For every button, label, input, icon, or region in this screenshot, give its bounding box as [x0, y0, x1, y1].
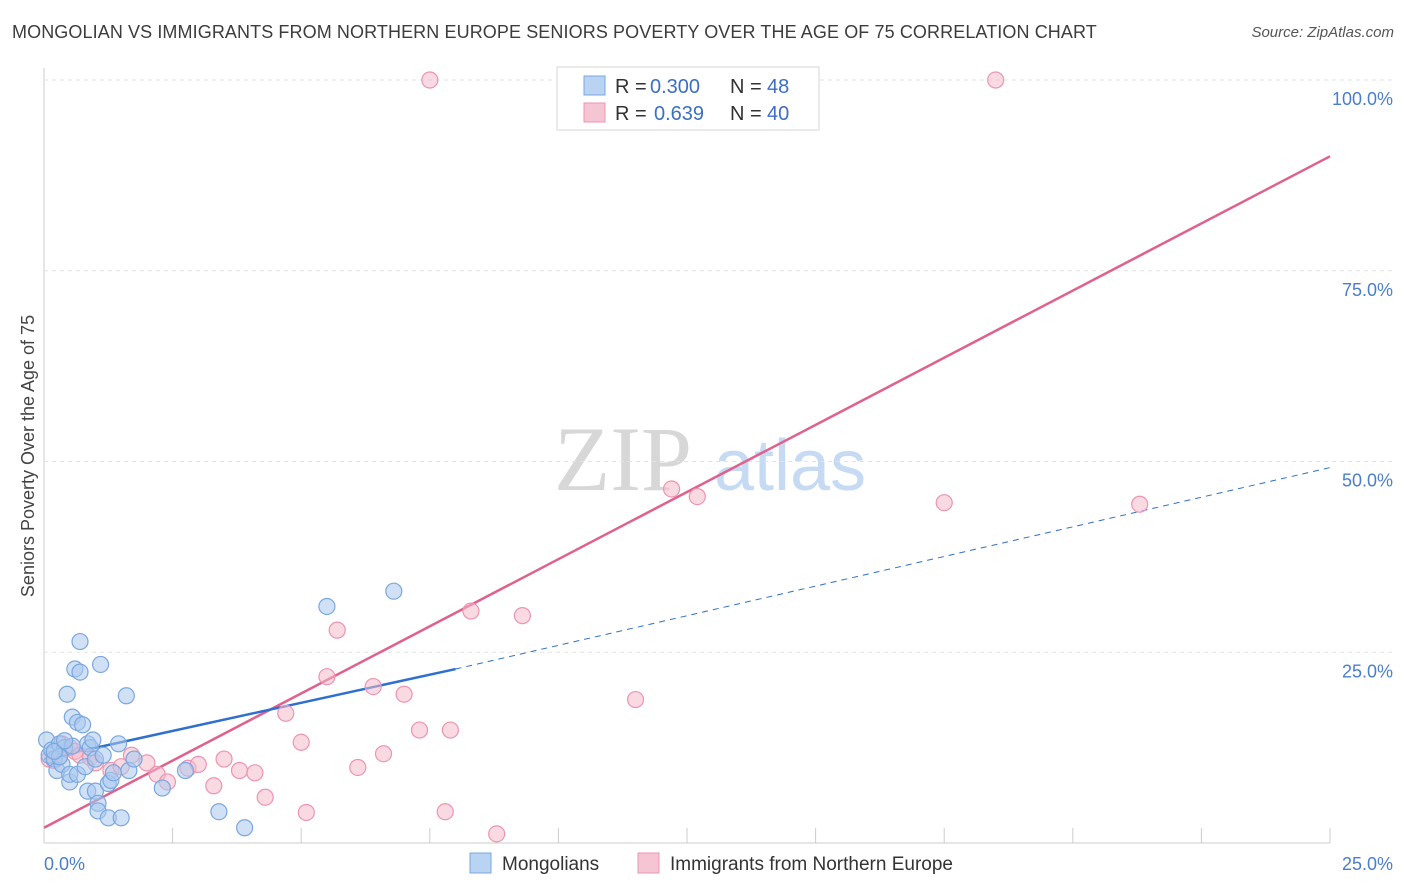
immigrants-point-36: [488, 825, 506, 843]
series-legend: Mongolians Immigrants from Northern Euro…: [469, 852, 953, 875]
legend-n-label-2: N =: [730, 103, 762, 125]
mongolians-point-22: [84, 731, 102, 749]
immigrants-point-18: [215, 750, 233, 768]
mongolians-point-38: [153, 779, 171, 797]
mongolians-point-27: [91, 655, 110, 674]
mongolians-point-42: [318, 597, 336, 616]
immigrants-point-32: [421, 71, 439, 89]
y-tick-label-25: 25.0%: [1342, 661, 1393, 681]
immigrants-point-20: [246, 764, 264, 782]
trend-lines: [43, 155, 1331, 829]
mongolians-point-35: [117, 687, 135, 705]
bottom-legend-immigrants: Immigrants from Northern Europe: [670, 854, 953, 875]
y-axis-label: Seniors Poverty Over the Age of 75: [18, 315, 38, 597]
legend-r-label-2: R =: [615, 103, 647, 125]
y-tick-labels: 25.0% 50.0% 75.0% 100.0%: [1332, 89, 1393, 681]
immigrants-point-28: [364, 677, 382, 696]
immigrants-point-40: [662, 480, 681, 498]
mongolians-point-32: [104, 764, 123, 782]
y-tick-label-75: 75.0%: [1342, 280, 1393, 300]
mongolians-point-47: [55, 732, 74, 750]
immigrants-point-23: [292, 733, 310, 751]
x-tick-label-max: 25.0%: [1342, 854, 1393, 874]
legend-n-value-1: 48: [767, 76, 789, 98]
mongolians-point-15: [71, 632, 89, 651]
immigrants-point-24: [297, 803, 315, 822]
immigrants-point-41: [688, 487, 706, 506]
trend-mongolians: [43, 667, 456, 761]
x-tick-label-min: 0.0%: [44, 854, 85, 874]
immigrants-point-21: [256, 788, 274, 806]
legend-r-value-1: 0.300: [650, 76, 700, 98]
mongolians-point-17: [73, 716, 92, 734]
mongolians-point-37: [125, 750, 143, 768]
immigrants-point-30: [395, 685, 413, 703]
immigrants-point-45: [987, 71, 1005, 89]
immigrants-point-35: [462, 602, 480, 620]
mongolians-point-39: [176, 761, 195, 780]
legend-r-value-2: 0.639: [654, 103, 704, 125]
y-tick-label-50: 50.0%: [1342, 471, 1393, 491]
immigrants-point-25: [318, 668, 336, 686]
immigrants-point-33: [436, 803, 454, 821]
series-mongolians-points: [37, 582, 403, 837]
bottom-legend-swatch-immigrants: [637, 852, 660, 874]
immigrants-point-37: [513, 607, 531, 625]
immigrants-point-44: [1131, 495, 1149, 513]
source-credit: Source: ZipAtlas.com: [1251, 24, 1394, 41]
gridlines: [44, 79, 1393, 653]
immigrants-point-39: [626, 690, 645, 709]
x-tick-marks: [172, 828, 1331, 843]
y-tick-label-100: 100.0%: [1332, 89, 1393, 109]
bottom-legend-swatch-mongolians: [469, 852, 492, 874]
immigrants-point-34: [441, 721, 459, 739]
immigrants-point-22: [277, 704, 295, 722]
bottom-legend-mongolians: Mongolians: [502, 854, 599, 875]
legend-n-value-2: 40: [767, 103, 789, 125]
trend-immigrants: [43, 155, 1331, 829]
legend-swatch-mongolians: [583, 75, 606, 96]
immigrants-point-17: [205, 777, 223, 795]
mongolians-point-16: [71, 663, 89, 681]
immigrants-point-43: [935, 494, 953, 512]
chart-title: MONGOLIAN VS IMMIGRANTS FROM NORTHERN EU…: [12, 22, 1097, 42]
legend-n-label-1: N =: [730, 76, 762, 98]
mongolians-point-43: [385, 582, 403, 600]
legend-r-label-1: R =: [615, 76, 647, 98]
legend-swatch-immigrants: [583, 102, 606, 123]
immigrants-point-19: [230, 761, 249, 780]
mongolians-point-40: [210, 803, 228, 821]
immigrants-point-26: [328, 621, 346, 639]
mongolians-point-41: [236, 819, 254, 837]
immigrants-point-31: [410, 721, 429, 739]
mongolians-point-34: [112, 809, 130, 827]
immigrants-point-29: [374, 745, 393, 763]
mongolians-point-8: [58, 685, 76, 703]
correlation-legend: R = 0.300 N = 48 R = 0.639 N = 40: [556, 66, 820, 131]
mongolians-point-28: [94, 746, 112, 764]
immigrants-point-27: [349, 758, 367, 777]
mongolians-point-33: [109, 735, 128, 753]
mongolians-point-46: [45, 742, 63, 761]
